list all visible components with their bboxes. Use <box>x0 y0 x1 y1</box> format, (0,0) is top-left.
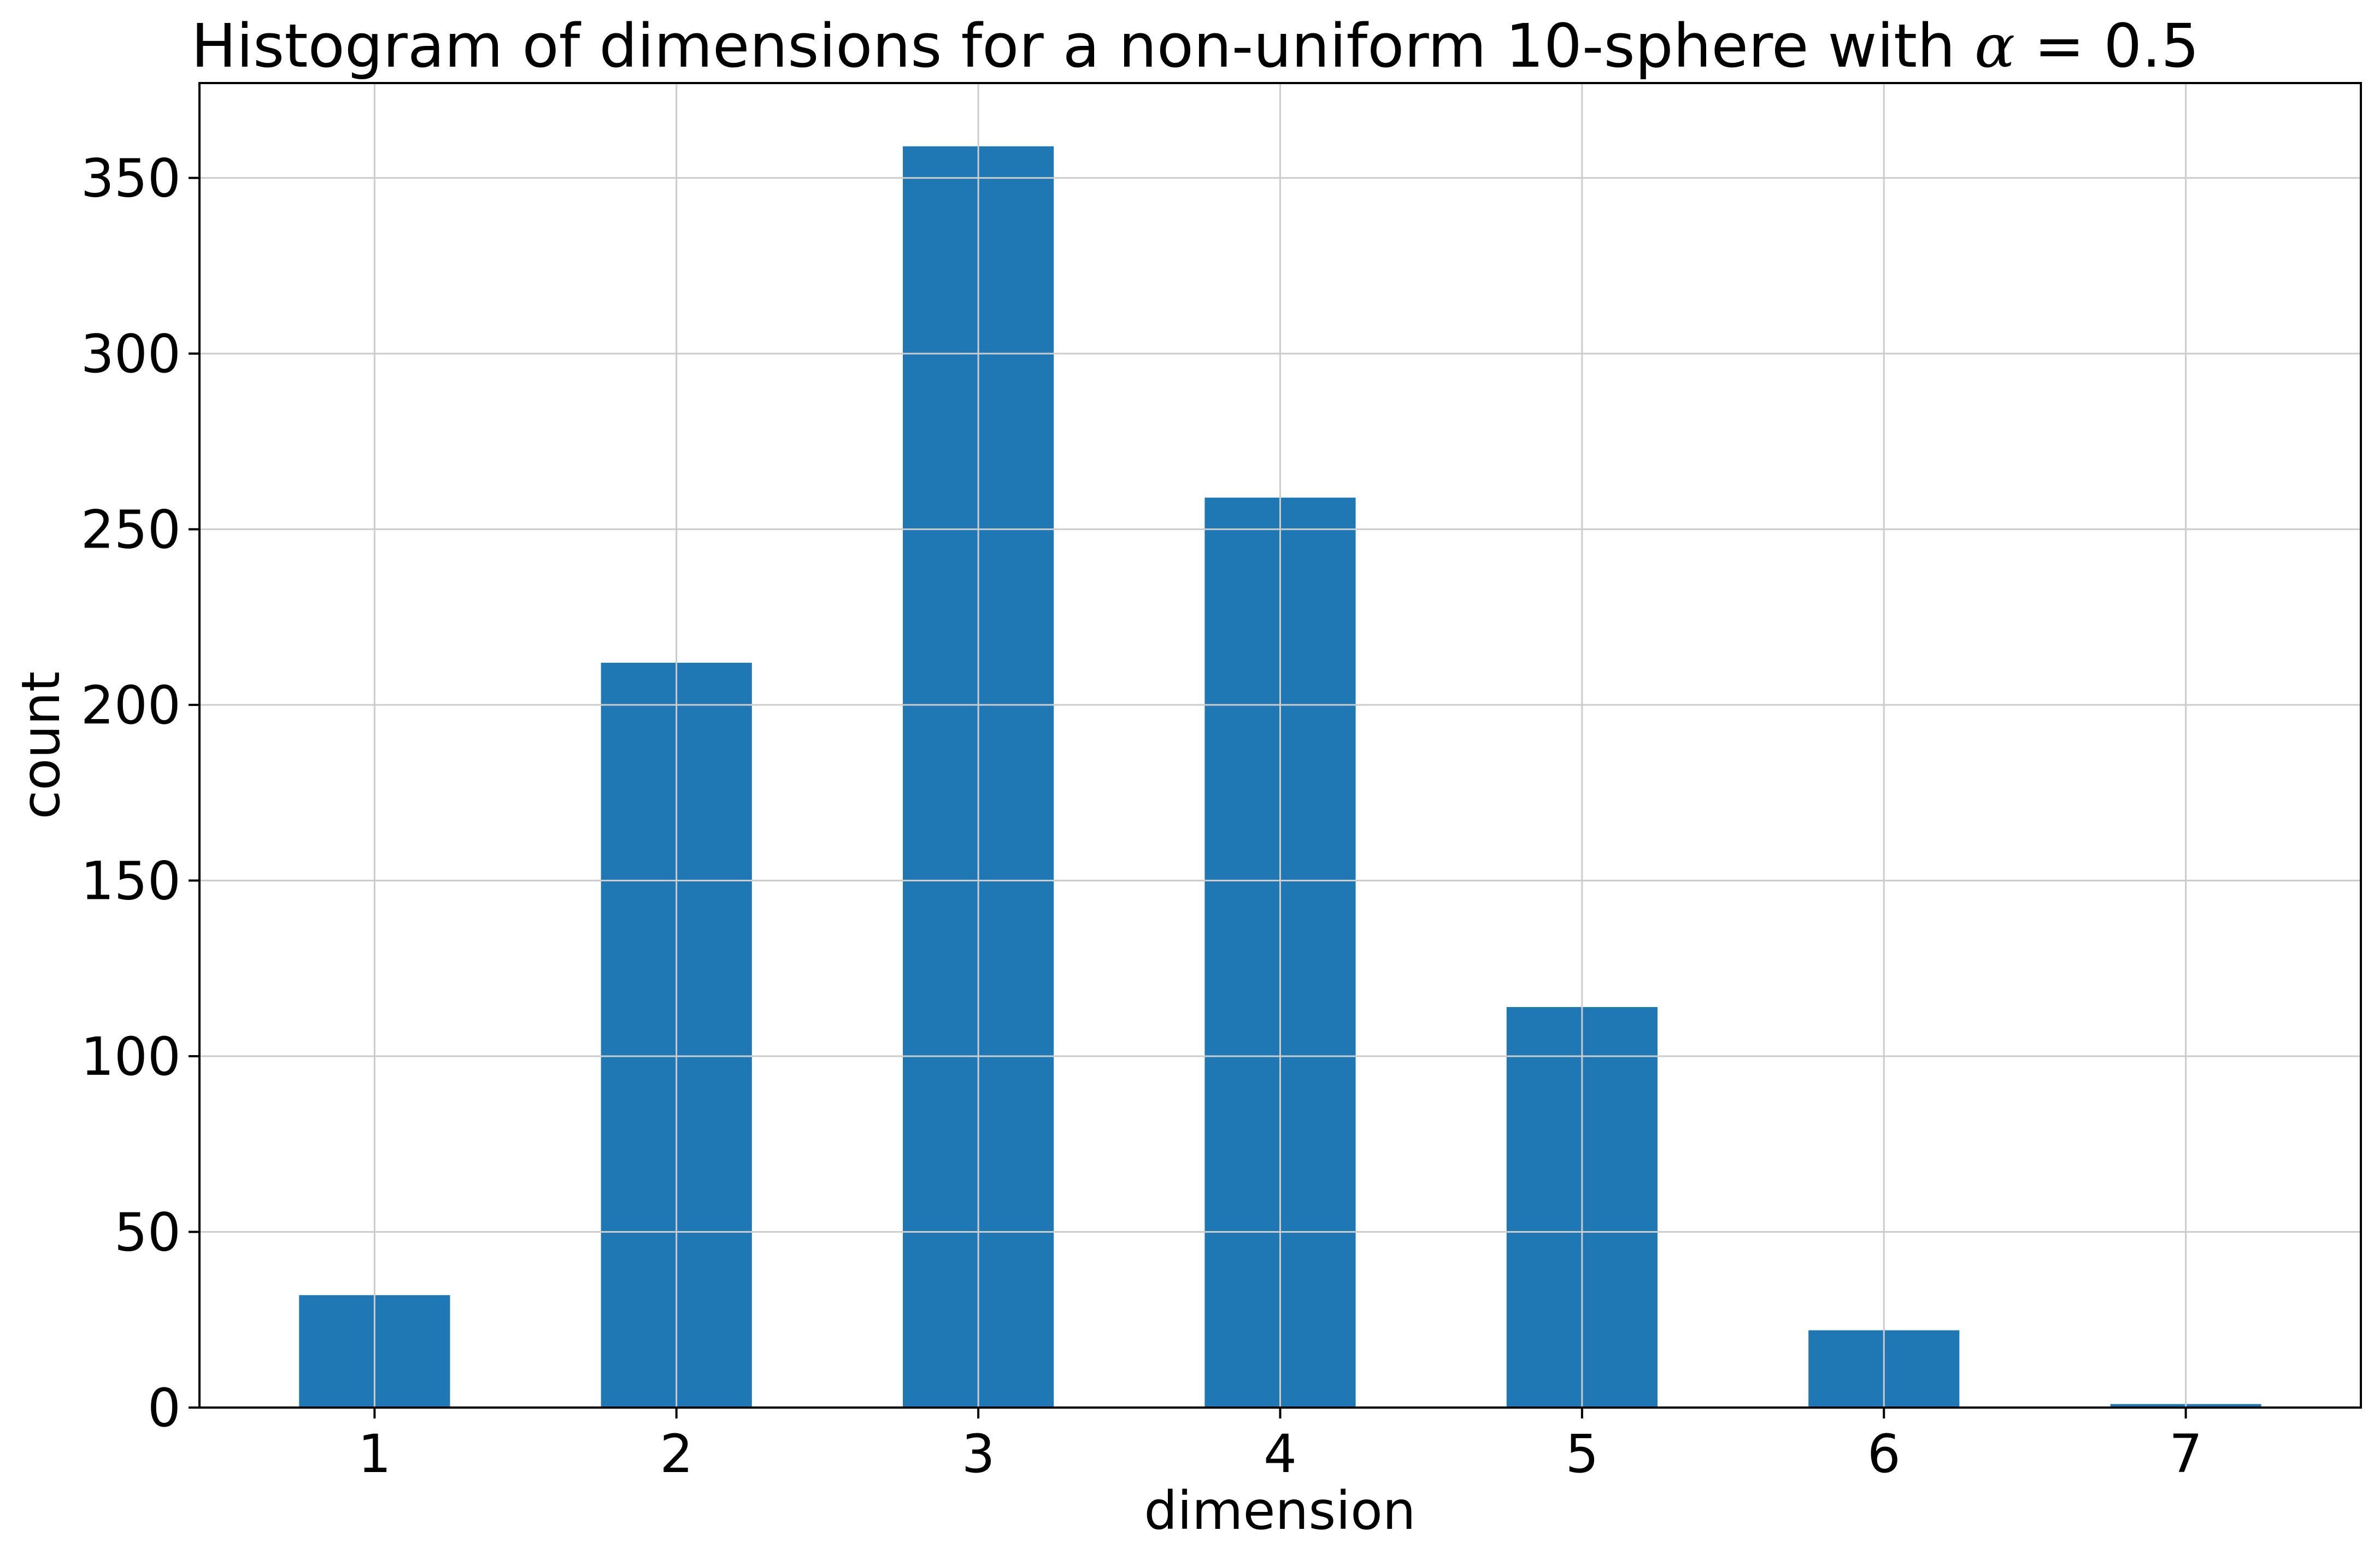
y-tick-label: 0 <box>148 1378 181 1439</box>
x-tick-label: 3 <box>962 1423 995 1485</box>
y-tick-label: 100 <box>81 1026 181 1087</box>
x-tick-label: 4 <box>1264 1423 1297 1485</box>
x-axis-label: dimension <box>1144 1480 1415 1541</box>
grid-lines <box>199 83 2361 1409</box>
chart-title-suffix: = 0.5 <box>2015 11 2199 81</box>
x-tick-label: 2 <box>660 1423 693 1485</box>
x-tick-label: 1 <box>358 1423 391 1485</box>
y-tick-label: 50 <box>114 1202 181 1263</box>
chart-title: Histogram of dimensions for a non-unifor… <box>191 11 2199 81</box>
y-tick-label: 300 <box>81 323 181 385</box>
y-tick-label: 250 <box>81 499 181 561</box>
x-tick-label: 7 <box>2169 1423 2202 1485</box>
x-axis-ticks: 1 2 3 4 5 6 7 <box>358 1408 2202 1485</box>
y-tick-label: 150 <box>81 851 181 912</box>
y-tick-label: 350 <box>81 148 181 209</box>
y-tick-label: 200 <box>81 675 181 736</box>
x-tick-label: 6 <box>1867 1423 1901 1485</box>
chart-title-prefix: Histogram of dimensions for a non-unifor… <box>191 11 1974 81</box>
y-axis-label: count <box>10 672 72 820</box>
x-tick-label: 5 <box>1565 1423 1599 1485</box>
chart-title-symbol: α <box>1974 11 2015 81</box>
y-axis-ticks: 0 50 100 150 200 250 300 350 <box>81 148 199 1439</box>
